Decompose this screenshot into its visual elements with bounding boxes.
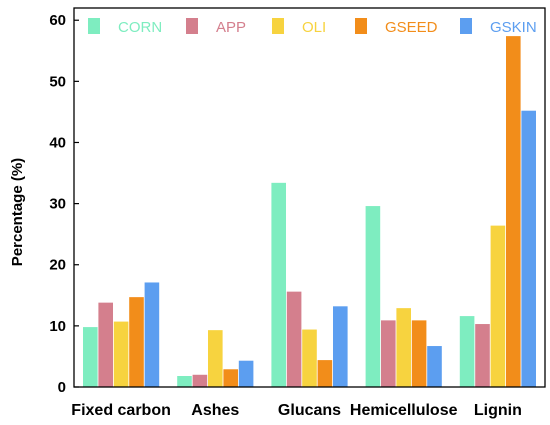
legend: CORN APP OLI GSEED GSKIN <box>88 18 537 36</box>
legend-item-app: APP <box>186 18 246 36</box>
bar-gseed-fixed-carbon <box>129 297 144 387</box>
bar-app-ashes <box>192 374 208 387</box>
bar-gskin-glucans <box>333 306 348 387</box>
bar-corn-hemicellulose <box>365 206 381 387</box>
bar-oli-fixed-carbon <box>113 321 129 387</box>
bar-oli-hemicellulose <box>396 308 411 387</box>
bar-app-fixed-carbon <box>98 302 113 387</box>
bar-gseed-hemicellulose <box>411 320 427 387</box>
x-tick-label-hemicellulose: Hemicellulose <box>350 402 458 419</box>
bar-oli-glucans <box>302 329 317 387</box>
y-tick-label-30: 30 <box>49 196 66 213</box>
y-tick-label-50: 50 <box>49 73 66 90</box>
x-tick-label-fixed-carbon: Fixed carbon <box>71 402 171 419</box>
y-tick-label-0: 0 <box>58 379 66 396</box>
bar-gskin-lignin <box>521 110 536 387</box>
bars-layer <box>83 36 536 388</box>
bar-oli-lignin <box>490 225 506 387</box>
legend-swatch-oli <box>272 18 284 34</box>
legend-swatch-gskin <box>460 18 472 34</box>
legend-label-app: APP <box>216 19 246 36</box>
bar-corn-ashes <box>177 376 192 387</box>
bar-gskin-hemicellulose <box>427 346 442 387</box>
legend-item-gskin: GSKIN <box>460 18 537 36</box>
bar-app-lignin <box>475 324 490 387</box>
bar-corn-lignin <box>459 316 475 387</box>
bar-app-glucans <box>286 291 302 387</box>
bar-corn-fixed-carbon <box>83 327 98 387</box>
bar-corn-glucans <box>271 182 286 387</box>
y-tick-label-20: 20 <box>49 257 66 274</box>
x-tick-label-lignin: Lignin <box>474 402 522 419</box>
legend-label-gseed: GSEED <box>385 19 438 36</box>
bar-gskin-fixed-carbon <box>144 282 160 387</box>
bar-gseed-lignin <box>506 36 521 388</box>
bar-oli-ashes <box>208 330 223 387</box>
bar-app-hemicellulose <box>381 320 396 387</box>
legend-label-corn: CORN <box>118 19 162 36</box>
x-tick-label-ashes: Ashes <box>191 402 239 419</box>
legend-item-gseed: GSEED <box>355 18 438 36</box>
y-tick-label-10: 10 <box>49 318 66 335</box>
bar-gseed-ashes <box>223 369 238 387</box>
bar-gskin-ashes <box>238 360 254 387</box>
legend-label-oli: OLI <box>302 19 326 36</box>
bar-gseed-glucans <box>317 360 333 387</box>
legend-swatch-app <box>186 18 198 34</box>
y-axis-title: Percentage (%) <box>9 158 26 266</box>
y-tick-label-40: 40 <box>49 134 66 151</box>
legend-swatch-corn <box>88 18 100 34</box>
legend-item-corn: CORN <box>88 18 162 36</box>
axes-layer: Fixed carbon Ashes Glucans Hemicellulose Lig… <box>49 7 546 419</box>
plot-frame <box>73 7 546 388</box>
legend-item-oli: OLI <box>272 18 326 36</box>
x-tick-label-glucans: Glucans <box>278 402 341 419</box>
legend-label-gskin: GSKIN <box>490 19 537 36</box>
y-tick-label-60: 60 <box>49 12 66 29</box>
legend-swatch-gseed <box>355 18 367 34</box>
